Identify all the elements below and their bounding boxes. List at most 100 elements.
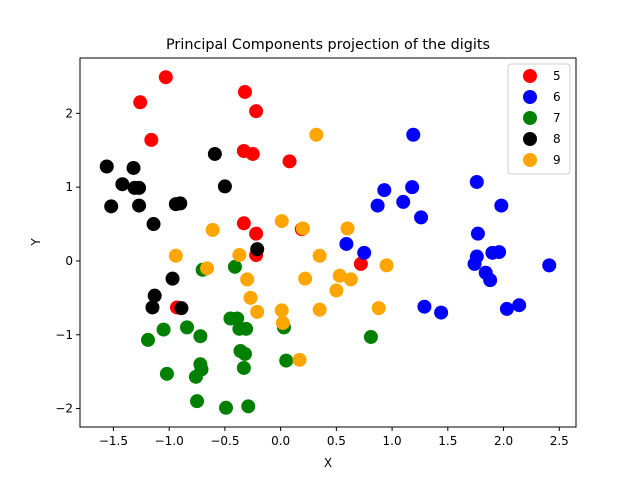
data-point-8	[126, 160, 141, 175]
data-point-6	[467, 256, 482, 271]
legend-marker-6	[523, 90, 537, 104]
x-tick-label: 2.0	[494, 434, 513, 448]
data-point-8	[147, 288, 162, 303]
data-point-9	[379, 258, 394, 273]
data-point-5	[158, 70, 173, 85]
x-tick-label: 1.5	[438, 434, 457, 448]
data-point-9	[329, 283, 344, 298]
legend-label-5: 5	[553, 69, 561, 83]
data-point-6	[470, 226, 485, 241]
data-point-6	[434, 305, 449, 320]
data-point-9	[243, 290, 258, 305]
data-point-8	[207, 146, 222, 161]
legend-marker-5	[523, 69, 537, 83]
data-point-5	[249, 104, 264, 119]
data-point-6	[414, 210, 429, 225]
legend-label-7: 7	[553, 111, 561, 125]
data-point-5	[249, 226, 264, 241]
data-point-7	[140, 332, 155, 347]
data-point-9	[275, 315, 290, 330]
y-tick-label: −2	[55, 402, 73, 416]
data-point-8	[104, 199, 119, 214]
data-point-8	[99, 159, 114, 174]
data-point-6	[542, 258, 557, 273]
x-axis-ticks: −1.5 −1.0 −0.5 0.0 0.5 1.0 1.5 2.0 2.5	[99, 427, 569, 448]
data-point-6	[370, 198, 385, 213]
data-point-9	[240, 272, 255, 287]
y-axis-label: Y	[29, 238, 43, 247]
data-point-5	[236, 216, 251, 231]
x-tick-label: −1.5	[99, 434, 128, 448]
data-point-8	[132, 180, 147, 195]
data-point-6	[494, 198, 509, 213]
y-tick-label: −1	[55, 328, 73, 342]
data-point-6	[417, 299, 432, 314]
data-point-9	[168, 248, 183, 263]
legend-label-6: 6	[553, 90, 561, 104]
data-point-8	[146, 217, 161, 232]
data-point-5	[245, 146, 260, 161]
data-point-5	[353, 256, 368, 271]
data-point-6	[405, 180, 420, 195]
data-point-7	[236, 360, 251, 375]
data-point-7	[156, 322, 171, 337]
legend-label-9: 9	[553, 153, 561, 167]
y-tick-label: 0	[65, 254, 73, 268]
data-point-5	[144, 132, 159, 147]
data-point-7	[193, 329, 208, 344]
data-point-8	[217, 179, 232, 194]
data-point-7	[180, 320, 194, 335]
data-point-8	[145, 300, 160, 315]
x-tick-label: 2.5	[550, 434, 569, 448]
data-point-9	[312, 302, 327, 317]
data-point-9	[200, 261, 215, 276]
data-point-9	[205, 222, 220, 237]
data-point-8	[132, 198, 147, 213]
data-point-8	[115, 177, 130, 192]
data-point-7	[188, 369, 203, 384]
y-tick-label: 2	[65, 106, 73, 120]
legend-items: 5 6 7 8 9	[523, 69, 561, 167]
data-point-7	[279, 353, 294, 368]
data-point-6	[357, 245, 372, 260]
plot-frame	[79, 57, 577, 428]
points-layer	[99, 70, 557, 415]
data-point-6	[483, 273, 498, 288]
x-tick-label: −0.5	[210, 434, 239, 448]
data-point-7	[219, 400, 234, 415]
legend-marker-8	[523, 132, 537, 146]
legend-box	[507, 63, 571, 175]
data-point-8	[173, 196, 188, 211]
data-point-6	[492, 245, 507, 260]
data-point-9	[371, 301, 386, 316]
data-point-6	[377, 183, 392, 198]
data-point-6	[406, 127, 421, 142]
data-point-9	[295, 221, 310, 236]
x-tick-label: 1.0	[383, 434, 402, 448]
y-tick-label: 1	[65, 180, 73, 194]
data-point-6	[469, 174, 484, 189]
data-point-7	[227, 259, 242, 274]
data-point-9	[343, 272, 358, 287]
data-point-7	[237, 346, 252, 361]
data-point-9	[274, 214, 289, 229]
x-tick-label: −1.0	[155, 434, 184, 448]
data-point-6	[339, 236, 354, 251]
data-point-9	[312, 248, 327, 263]
chart-title: Principal Components projection of the d…	[166, 37, 490, 53]
legend: 5 6 7 8 9	[507, 63, 571, 175]
data-point-7	[159, 366, 174, 381]
plot-area	[80, 58, 576, 427]
data-point-9	[274, 303, 289, 318]
data-point-5	[237, 84, 252, 99]
data-point-6	[512, 298, 527, 313]
data-point-8	[250, 242, 265, 257]
data-point-9	[332, 268, 347, 283]
data-point-9	[250, 304, 265, 319]
data-point-9	[340, 221, 355, 236]
data-point-9	[292, 352, 307, 367]
data-point-7	[241, 399, 256, 414]
x-axis-label: X	[324, 456, 332, 470]
